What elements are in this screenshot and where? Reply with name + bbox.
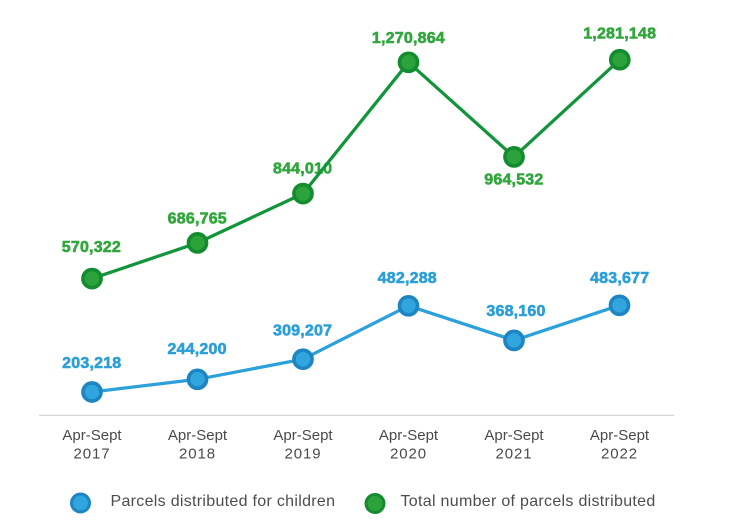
svg-text:2022: 2022 xyxy=(601,446,638,463)
svg-text:Apr-Sept: Apr-Sept xyxy=(273,427,333,444)
svg-text:483,677: 483,677 xyxy=(590,270,649,287)
svg-text:Total number of parcels distri: Total number of parcels distributed xyxy=(401,493,656,510)
svg-text:2020: 2020 xyxy=(390,446,427,463)
svg-text:Apr-Sept: Apr-Sept xyxy=(62,427,122,444)
svg-text:368,160: 368,160 xyxy=(486,303,545,320)
svg-text:203,218: 203,218 xyxy=(62,355,121,372)
svg-text:482,288: 482,288 xyxy=(378,270,437,287)
svg-text:Parcels distributed for childr: Parcels distributed for children xyxy=(111,493,336,510)
svg-text:2019: 2019 xyxy=(285,446,322,463)
svg-text:1,270,864: 1,270,864 xyxy=(372,30,445,47)
svg-text:2018: 2018 xyxy=(179,446,216,463)
svg-text:2021: 2021 xyxy=(496,446,533,463)
svg-text:964,532: 964,532 xyxy=(484,171,543,188)
svg-text:Apr-Sept: Apr-Sept xyxy=(484,427,544,444)
svg-text:686,765: 686,765 xyxy=(168,211,227,228)
svg-text:309,207: 309,207 xyxy=(273,323,332,340)
svg-text:570,322: 570,322 xyxy=(62,239,121,256)
svg-text:244,200: 244,200 xyxy=(167,341,226,358)
svg-text:Apr-Sept: Apr-Sept xyxy=(590,427,650,444)
svg-text:Apr-Sept: Apr-Sept xyxy=(168,427,228,444)
svg-text:Apr-Sept: Apr-Sept xyxy=(379,427,439,444)
svg-text:2017: 2017 xyxy=(74,446,111,463)
svg-text:1,281,148: 1,281,148 xyxy=(583,25,656,42)
